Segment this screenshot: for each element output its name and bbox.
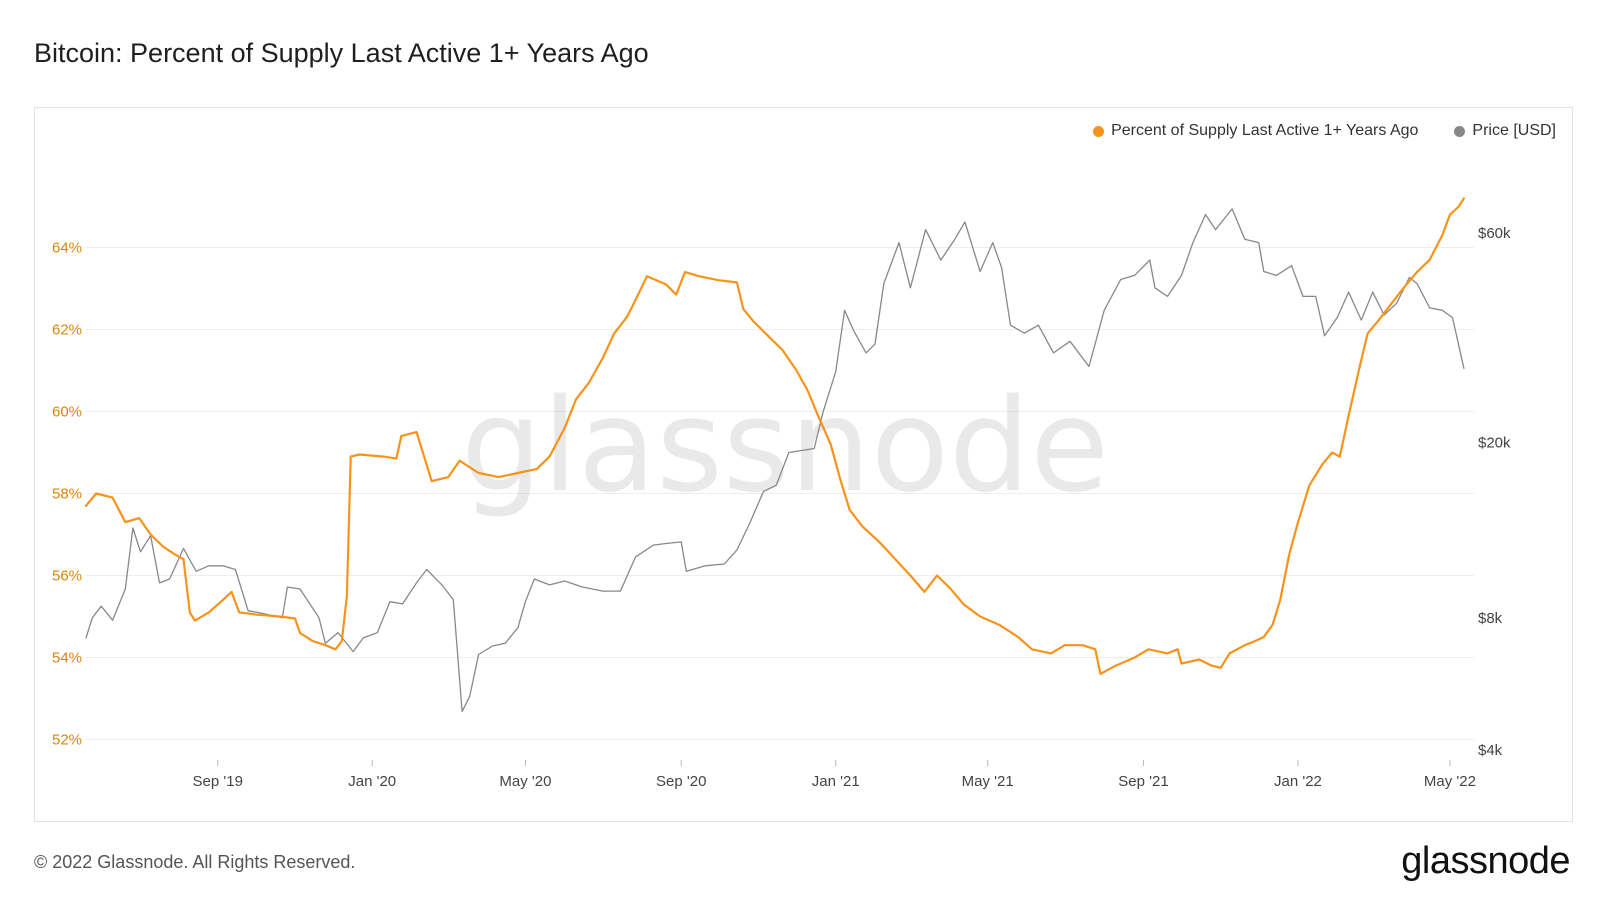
- right-tick-label: $60k: [1478, 225, 1511, 242]
- x-axis-ticks: Sep '19 Jan '20 May '20 Sep '20 Jan '21 May '…: [193, 760, 1476, 790]
- x-tick-label: Jan '21: [812, 773, 860, 790]
- chart-title: Bitcoin: Percent of Supply Last Active 1…: [34, 38, 649, 68]
- left-tick-label: 56%: [52, 568, 82, 585]
- left-tick-label: 64%: [52, 240, 82, 257]
- left-axis-ticks: 52% 54% 56% 58% 60% 62% 64%: [52, 240, 82, 749]
- price-line: [85, 208, 1465, 713]
- right-tick-label: $8k: [1478, 610, 1503, 627]
- x-tick-label: May '20: [499, 773, 551, 790]
- chart-panel: [34, 107, 1573, 822]
- legend-dot-supply: [1093, 125, 1105, 137]
- grid-lines: [86, 247, 1474, 740]
- left-tick-label: 58%: [52, 486, 82, 503]
- legend-item-supply[interactable]: Percent of Supply Last Active 1+ Years A…: [1093, 122, 1418, 140]
- copyright-text: © 2022 Glassnode. All Rights Reserved.: [34, 852, 356, 872]
- supply-line: [84, 197, 1465, 675]
- glassnode-logo[interactable]: glassnode: [1401, 840, 1570, 882]
- right-axis-ticks: $4k $8k $20k $60k: [1478, 225, 1511, 759]
- left-tick-label: 52%: [52, 732, 82, 749]
- left-tick-label: 54%: [52, 650, 82, 667]
- x-tick-label: Sep '21: [1118, 773, 1168, 790]
- legend-item-price[interactable]: Price [USD]: [1454, 122, 1556, 140]
- left-tick-label: 60%: [52, 404, 82, 421]
- x-tick-label: May '21: [962, 773, 1014, 790]
- legend: Percent of Supply Last Active 1+ Years A…: [1093, 122, 1556, 140]
- x-tick-label: Jan '20: [348, 773, 396, 790]
- left-tick-label: 62%: [52, 322, 82, 339]
- x-tick-label: Sep '19: [193, 773, 243, 790]
- right-tick-label: $20k: [1478, 435, 1511, 452]
- supply-series: [84, 197, 1465, 675]
- legend-label-supply: Percent of Supply Last Active 1+ Years A…: [1111, 122, 1419, 139]
- x-tick-label: Jan '22: [1274, 773, 1322, 790]
- x-tick-label: May '22: [1424, 773, 1476, 790]
- watermark: glassnode: [461, 372, 1109, 521]
- x-tick-label: Sep '20: [656, 773, 706, 790]
- right-tick-label: $4k: [1478, 742, 1503, 759]
- legend-label-price: Price [USD]: [1472, 122, 1556, 139]
- legend-dot-price: [1454, 125, 1466, 137]
- price-series: [85, 208, 1465, 713]
